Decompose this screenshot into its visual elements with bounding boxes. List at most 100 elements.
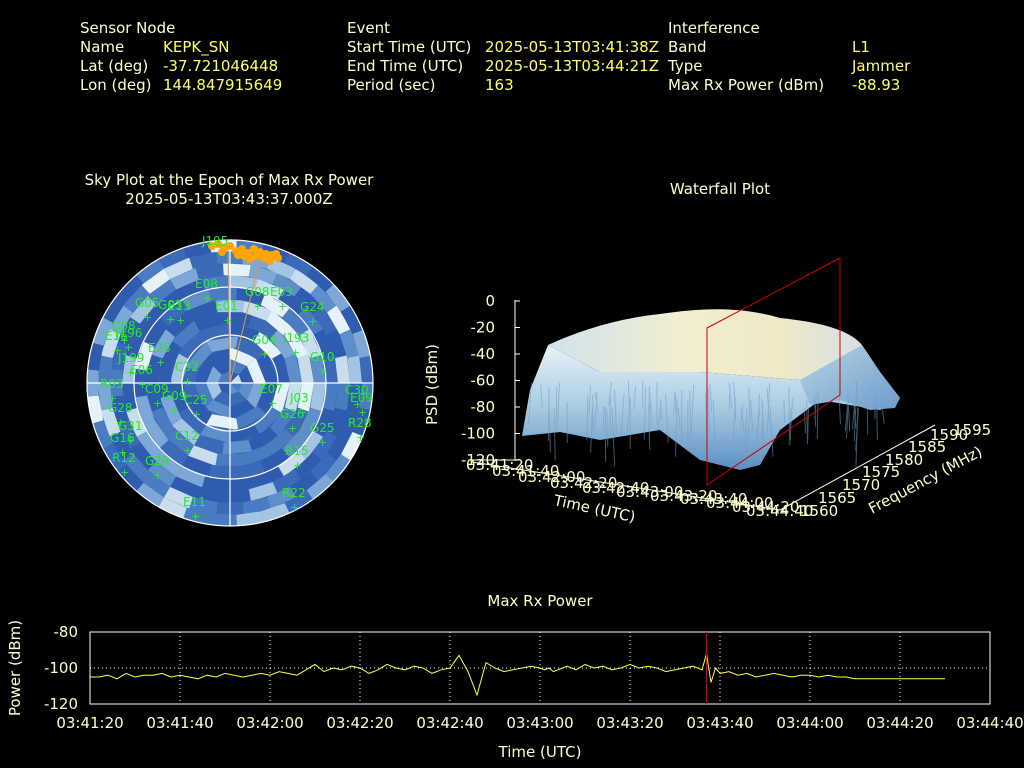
- power-x-tick: 03:41:20: [56, 714, 123, 732]
- waterfall-streak: [707, 386, 711, 435]
- sky-tile: [136, 306, 163, 335]
- waterfall-streak: [540, 384, 543, 408]
- power-x-tick: 03:42:00: [236, 714, 303, 732]
- waterfall-streak: [803, 407, 806, 434]
- sky-tile: [125, 407, 147, 437]
- sky-tile: [347, 355, 362, 383]
- sky-tile: [182, 240, 212, 259]
- max-rx-power-chart: -80-100-120 03:41:20 03:41:40 03:42:00 03:4…: [6, 620, 1024, 761]
- sky-tile: [322, 355, 338, 383]
- satellite-marker: +: [120, 466, 129, 479]
- satellite-label: G16: [110, 431, 135, 445]
- waterfall-z-tick: -60: [471, 372, 496, 390]
- satellite-label: G04: [252, 333, 277, 347]
- satellite-marker: +: [170, 404, 179, 417]
- satellite-label: R28: [348, 416, 372, 430]
- waterfall-z-tick: -80: [471, 398, 496, 416]
- sky-tile: [110, 395, 129, 425]
- sky-tile: [272, 272, 302, 297]
- satellite-label: J199: [117, 351, 144, 365]
- sky-tile: [306, 474, 335, 501]
- satellite-marker: +: [183, 444, 192, 457]
- sky-tile: [184, 395, 212, 425]
- sky-tile: [189, 497, 218, 515]
- waterfall-time-tick: 03:44:40: [746, 502, 813, 520]
- sky-tile: [116, 274, 144, 302]
- sky-tile: [135, 395, 155, 425]
- sky-tile: [143, 419, 169, 449]
- waterfall-time-tick: 03:43:40: [680, 490, 747, 508]
- sky-tile: [208, 464, 238, 479]
- satellite-label: G24: [300, 300, 325, 314]
- satellite-marker: +: [118, 446, 127, 459]
- satellite-marker: +: [166, 313, 175, 326]
- waterfall-streak: [626, 396, 631, 433]
- sky-tile: [260, 448, 290, 473]
- sky-tile: [195, 486, 224, 503]
- sky-tile: [158, 246, 187, 269]
- waterfall-streak: [602, 406, 605, 432]
- sky-tile: [158, 497, 187, 520]
- satellite-marker: +: [183, 375, 192, 388]
- interference-band-value: L1: [852, 38, 870, 56]
- waterfall-streak: [746, 405, 751, 454]
- waterfall-streak: [788, 386, 790, 441]
- waterfall-plot: 0-20-40-60-80-100-120 03:41:2003:41:4003…: [423, 257, 991, 526]
- sky-tile: [297, 354, 314, 383]
- sky-tile: [129, 442, 156, 471]
- sky-tile: [122, 355, 138, 383]
- sky-tile: [125, 329, 147, 359]
- sky-tile: [159, 299, 188, 326]
- satellite-label: C30: [345, 383, 369, 397]
- sky-tile: [270, 329, 296, 359]
- sky-tile: [178, 407, 206, 435]
- power-x-label: Time (UTC): [498, 743, 582, 761]
- sky-tile: [359, 355, 373, 383]
- sky-tile: [260, 293, 290, 318]
- sky-tile: [267, 257, 296, 280]
- waterfall-z-tick: 0: [485, 292, 495, 310]
- waterfall-streak: [588, 385, 591, 414]
- waterfall-streak: [853, 383, 858, 442]
- waterfall-streak: [712, 400, 716, 447]
- sky-tile: [218, 383, 230, 392]
- satellite-marker: +: [176, 314, 185, 327]
- sky-tile: [188, 445, 218, 466]
- waterfall-time-tick: 03:44:00: [706, 494, 773, 512]
- waterfall-streak: [674, 399, 678, 457]
- satellite-marker: +: [116, 416, 125, 429]
- sky-tile: [195, 263, 224, 280]
- waterfall-freq-tick: 1565: [818, 489, 856, 507]
- waterfall-texture: [528, 380, 885, 468]
- sky-tile: [257, 352, 278, 383]
- sky-tile: [254, 331, 282, 359]
- sky-tile: [143, 317, 169, 347]
- satellite-marker: +: [308, 315, 317, 328]
- sky-tile: [272, 469, 302, 494]
- interference-maxrx-value: -88.93: [852, 76, 901, 94]
- sky-tile: [116, 464, 144, 492]
- sky-tile: [271, 383, 290, 413]
- sky-tile: [248, 427, 279, 452]
- satellite-label: R15: [285, 444, 309, 458]
- sky-tile: [230, 383, 239, 395]
- sky-tile: [257, 383, 278, 414]
- sky-tile: [230, 383, 242, 392]
- sky-tile: [325, 283, 352, 312]
- sky-tile: [223, 489, 251, 503]
- sky-tile: [312, 431, 338, 461]
- waterfall-streak: [614, 389, 618, 435]
- waterfall-streak: [855, 407, 859, 468]
- sky-tile: [299, 407, 322, 438]
- sky-tile: [184, 341, 212, 371]
- satellite-label: C25: [184, 393, 208, 407]
- sky-tile: [98, 383, 113, 411]
- power-x-tick: 03:44:40: [956, 714, 1023, 732]
- sensor-lon-label: Lon (deg): [80, 76, 152, 94]
- power-y-tick: -100: [44, 659, 78, 677]
- satellite-label: G10: [310, 350, 335, 364]
- waterfall-freq-tick: 1560: [800, 502, 838, 520]
- sky-tile: [230, 391, 247, 407]
- sky-tile: [230, 359, 247, 375]
- power-y-tick: -80: [54, 623, 79, 641]
